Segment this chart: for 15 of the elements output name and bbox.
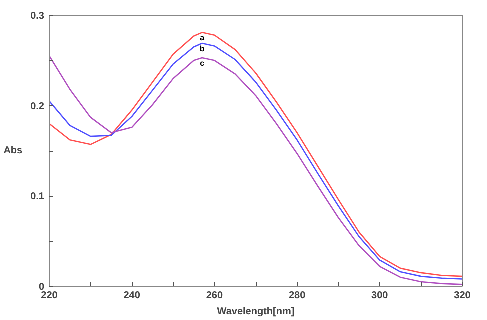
- annotation: b: [200, 44, 205, 54]
- y-axis-title: Abs: [4, 146, 24, 156]
- y-tick-label: 0: [38, 282, 45, 293]
- x-tick-label: 280: [288, 290, 306, 302]
- x-tick-label: 240: [124, 290, 141, 302]
- x-axis-title: Wavelength[nm]: [217, 306, 295, 318]
- annotation: a: [200, 34, 206, 43]
- annotation: c: [200, 58, 206, 68]
- y-tick-label: 0.3: [30, 11, 45, 22]
- y-tick-label: 0.2: [30, 101, 45, 112]
- y-tick-label: 0.1: [30, 192, 45, 203]
- x-tick-label: 300: [372, 290, 389, 302]
- x-tick-label: 260: [206, 290, 224, 302]
- x-tick-label: 320: [454, 290, 472, 302]
- x-tick-label: 220: [41, 290, 58, 302]
